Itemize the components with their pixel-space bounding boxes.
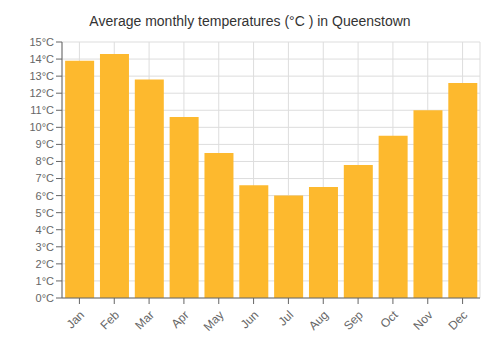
svg-text:5°C: 5°C bbox=[36, 207, 55, 219]
svg-text:Feb: Feb bbox=[98, 308, 123, 333]
svg-text:Oct: Oct bbox=[378, 307, 402, 331]
svg-text:10°C: 10°C bbox=[29, 121, 54, 133]
svg-text:Jul: Jul bbox=[275, 308, 296, 329]
svg-text:May: May bbox=[201, 308, 227, 334]
svg-text:14°C: 14°C bbox=[29, 53, 54, 65]
svg-text:15°C: 15°C bbox=[29, 36, 54, 48]
svg-text:3°C: 3°C bbox=[36, 241, 55, 253]
svg-text:Mar: Mar bbox=[132, 308, 157, 333]
svg-text:6°C: 6°C bbox=[36, 190, 55, 202]
html-text:Average monthly temperatures (: Average monthly temperatures (°C ) in Qu… bbox=[89, 13, 411, 29]
svg-text:Apr: Apr bbox=[169, 308, 192, 331]
svg-text:13°C: 13°C bbox=[29, 70, 54, 82]
svg-text:0°C: 0°C bbox=[36, 292, 55, 304]
svg-text:Jun: Jun bbox=[238, 308, 262, 332]
svg-text:Sep: Sep bbox=[341, 308, 366, 333]
svg-text:7°C: 7°C bbox=[36, 172, 55, 184]
svg-text:8°C: 8°C bbox=[36, 155, 55, 167]
svg-text:Nov: Nov bbox=[411, 308, 436, 333]
svg-text:11°C: 11°C bbox=[30, 104, 54, 116]
svg-text:Dec: Dec bbox=[445, 308, 470, 333]
svg-text:2°C: 2°C bbox=[36, 258, 55, 270]
svg-text:Aug: Aug bbox=[306, 308, 331, 333]
svg-text:Jan: Jan bbox=[64, 308, 88, 332]
svg-text:9°C: 9°C bbox=[36, 138, 55, 150]
svg-text:4°C: 4°C bbox=[36, 224, 55, 236]
svg-text:12°C: 12°C bbox=[29, 87, 54, 99]
svg-text:1°C: 1°C bbox=[36, 275, 55, 287]
